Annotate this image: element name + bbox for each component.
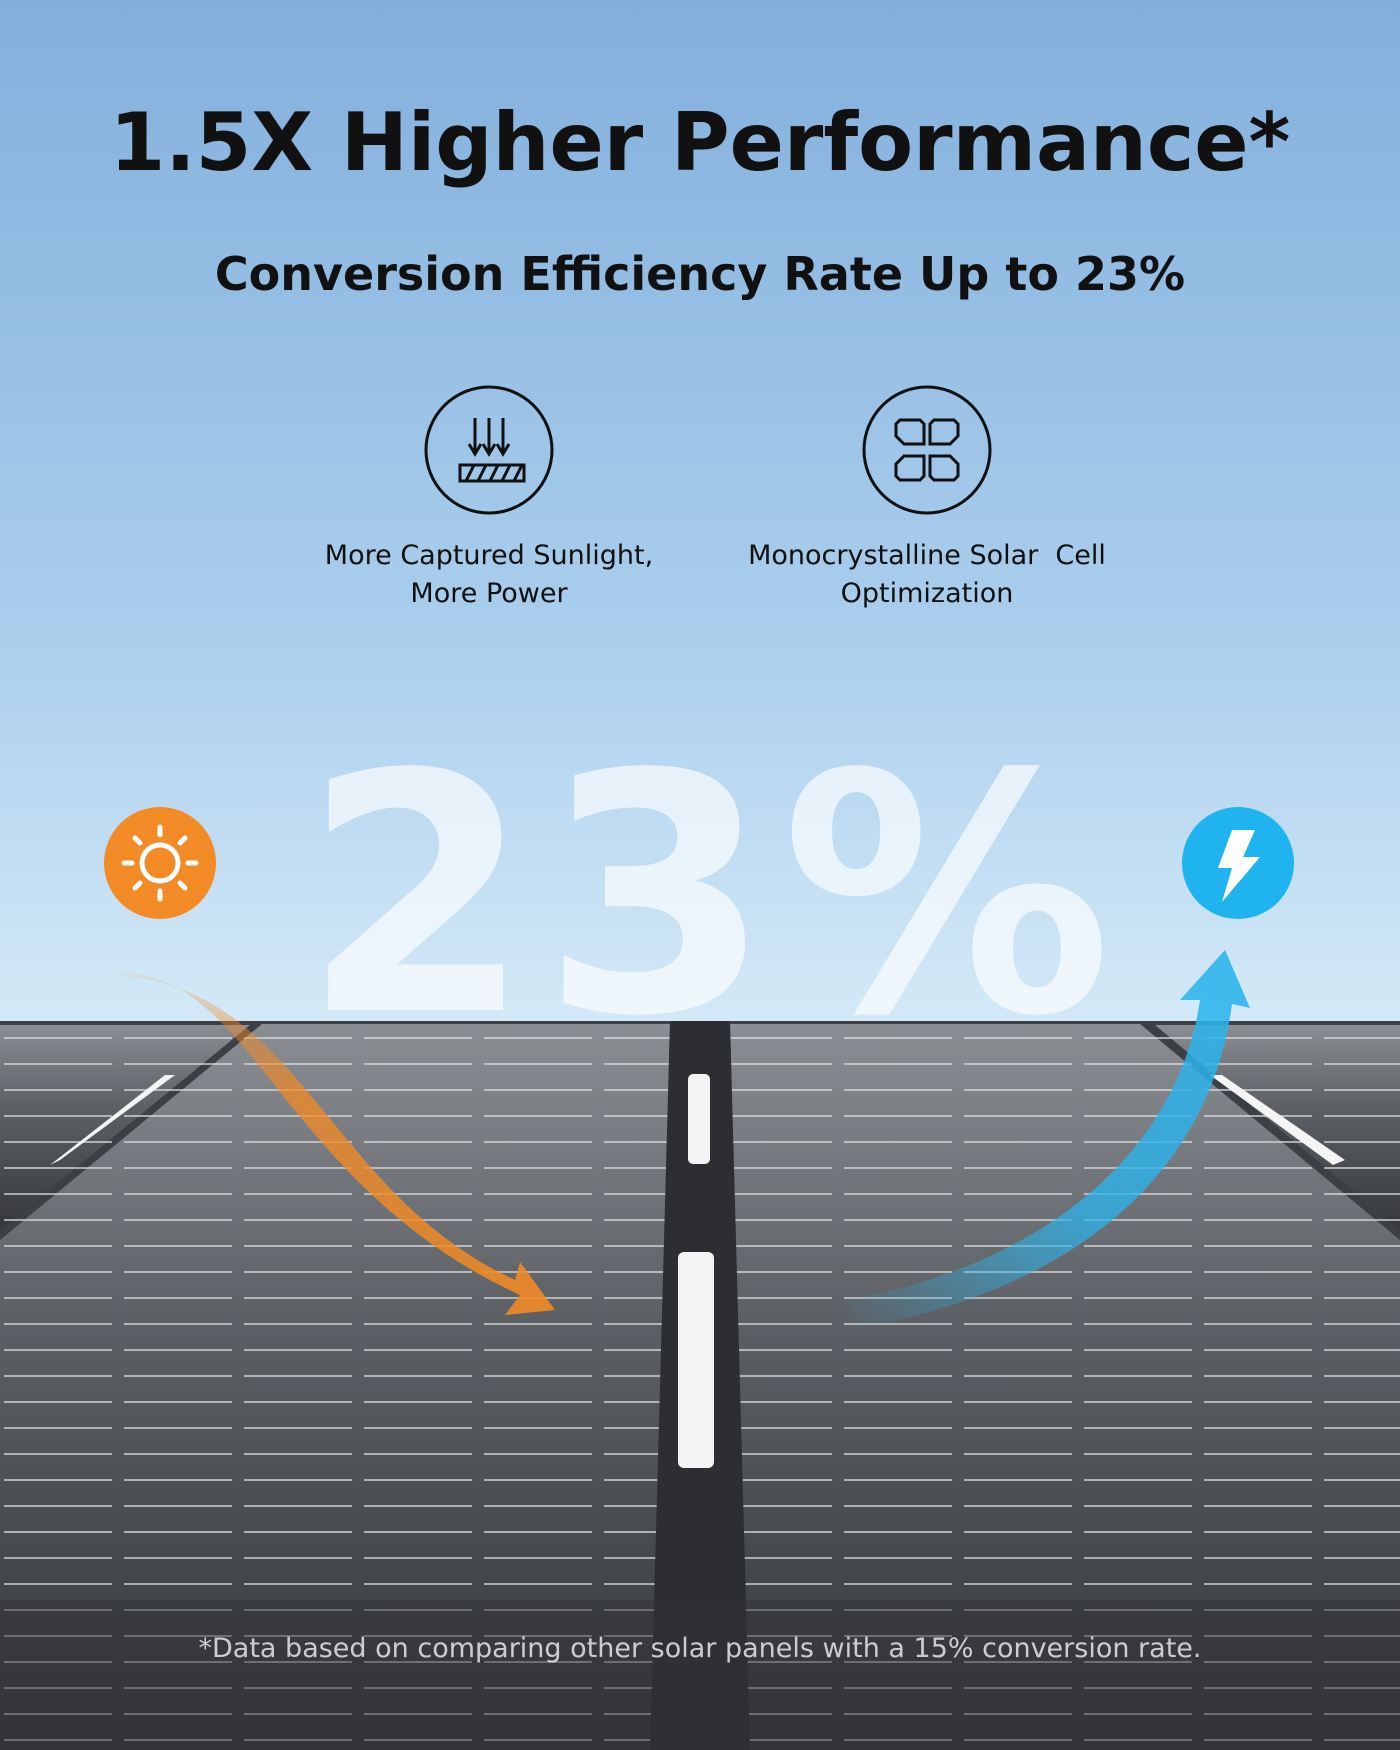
feature-line: More Power — [410, 578, 568, 609]
feature-line: Monocrystalline Solar Cell — [748, 540, 1106, 571]
footnote: *Data based on comparing other solar pan… — [199, 1633, 1202, 1664]
feature-line: More Captured Sunlight, — [325, 540, 653, 571]
blue-arrow — [850, 950, 1250, 1330]
solar-panels — [0, 1021, 1400, 1750]
title: 1.5X Higher Performance* — [110, 96, 1291, 189]
cell-icon — [862, 385, 992, 515]
orange-arrow — [100, 973, 555, 1315]
subtitle: Conversion Efficiency Rate Up to 23% — [215, 247, 1185, 301]
bolt-icon — [1182, 807, 1294, 919]
feature-line: Optimization — [841, 578, 1014, 609]
sunlight-icon — [424, 385, 554, 515]
sun-icon — [104, 807, 216, 919]
